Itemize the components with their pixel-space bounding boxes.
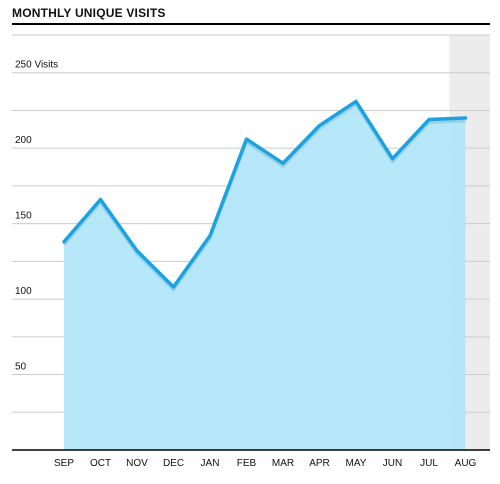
x-tick-label: APR [309,458,330,469]
y-tick-label: 150 [15,211,32,222]
x-tick-label: MAR [272,458,294,469]
y-tick-label: 50 [15,362,27,373]
chart-title: MONTHLY UNIQUE VISITS [12,6,166,20]
x-tick-label: JUL [420,458,438,469]
x-tick-label: OCT [90,458,111,469]
x-tick-label: AUG [455,458,477,469]
x-tick-label: JAN [201,458,220,469]
title-rule [12,23,490,25]
x-tick-label: NOV [126,458,148,469]
x-tick-label: FEB [237,458,257,469]
x-tick-label: SEP [54,458,74,469]
y-tick-label: 100 [15,286,32,297]
series-line [62,99,468,289]
y-tick-label: 250 Visits [15,60,58,71]
x-tick-label: JUN [383,458,402,469]
y-tick-label: 200 [15,135,32,146]
x-tick-label: DEC [163,458,184,469]
x-tick-label: MAY [346,458,367,469]
area-fill [64,101,466,451]
